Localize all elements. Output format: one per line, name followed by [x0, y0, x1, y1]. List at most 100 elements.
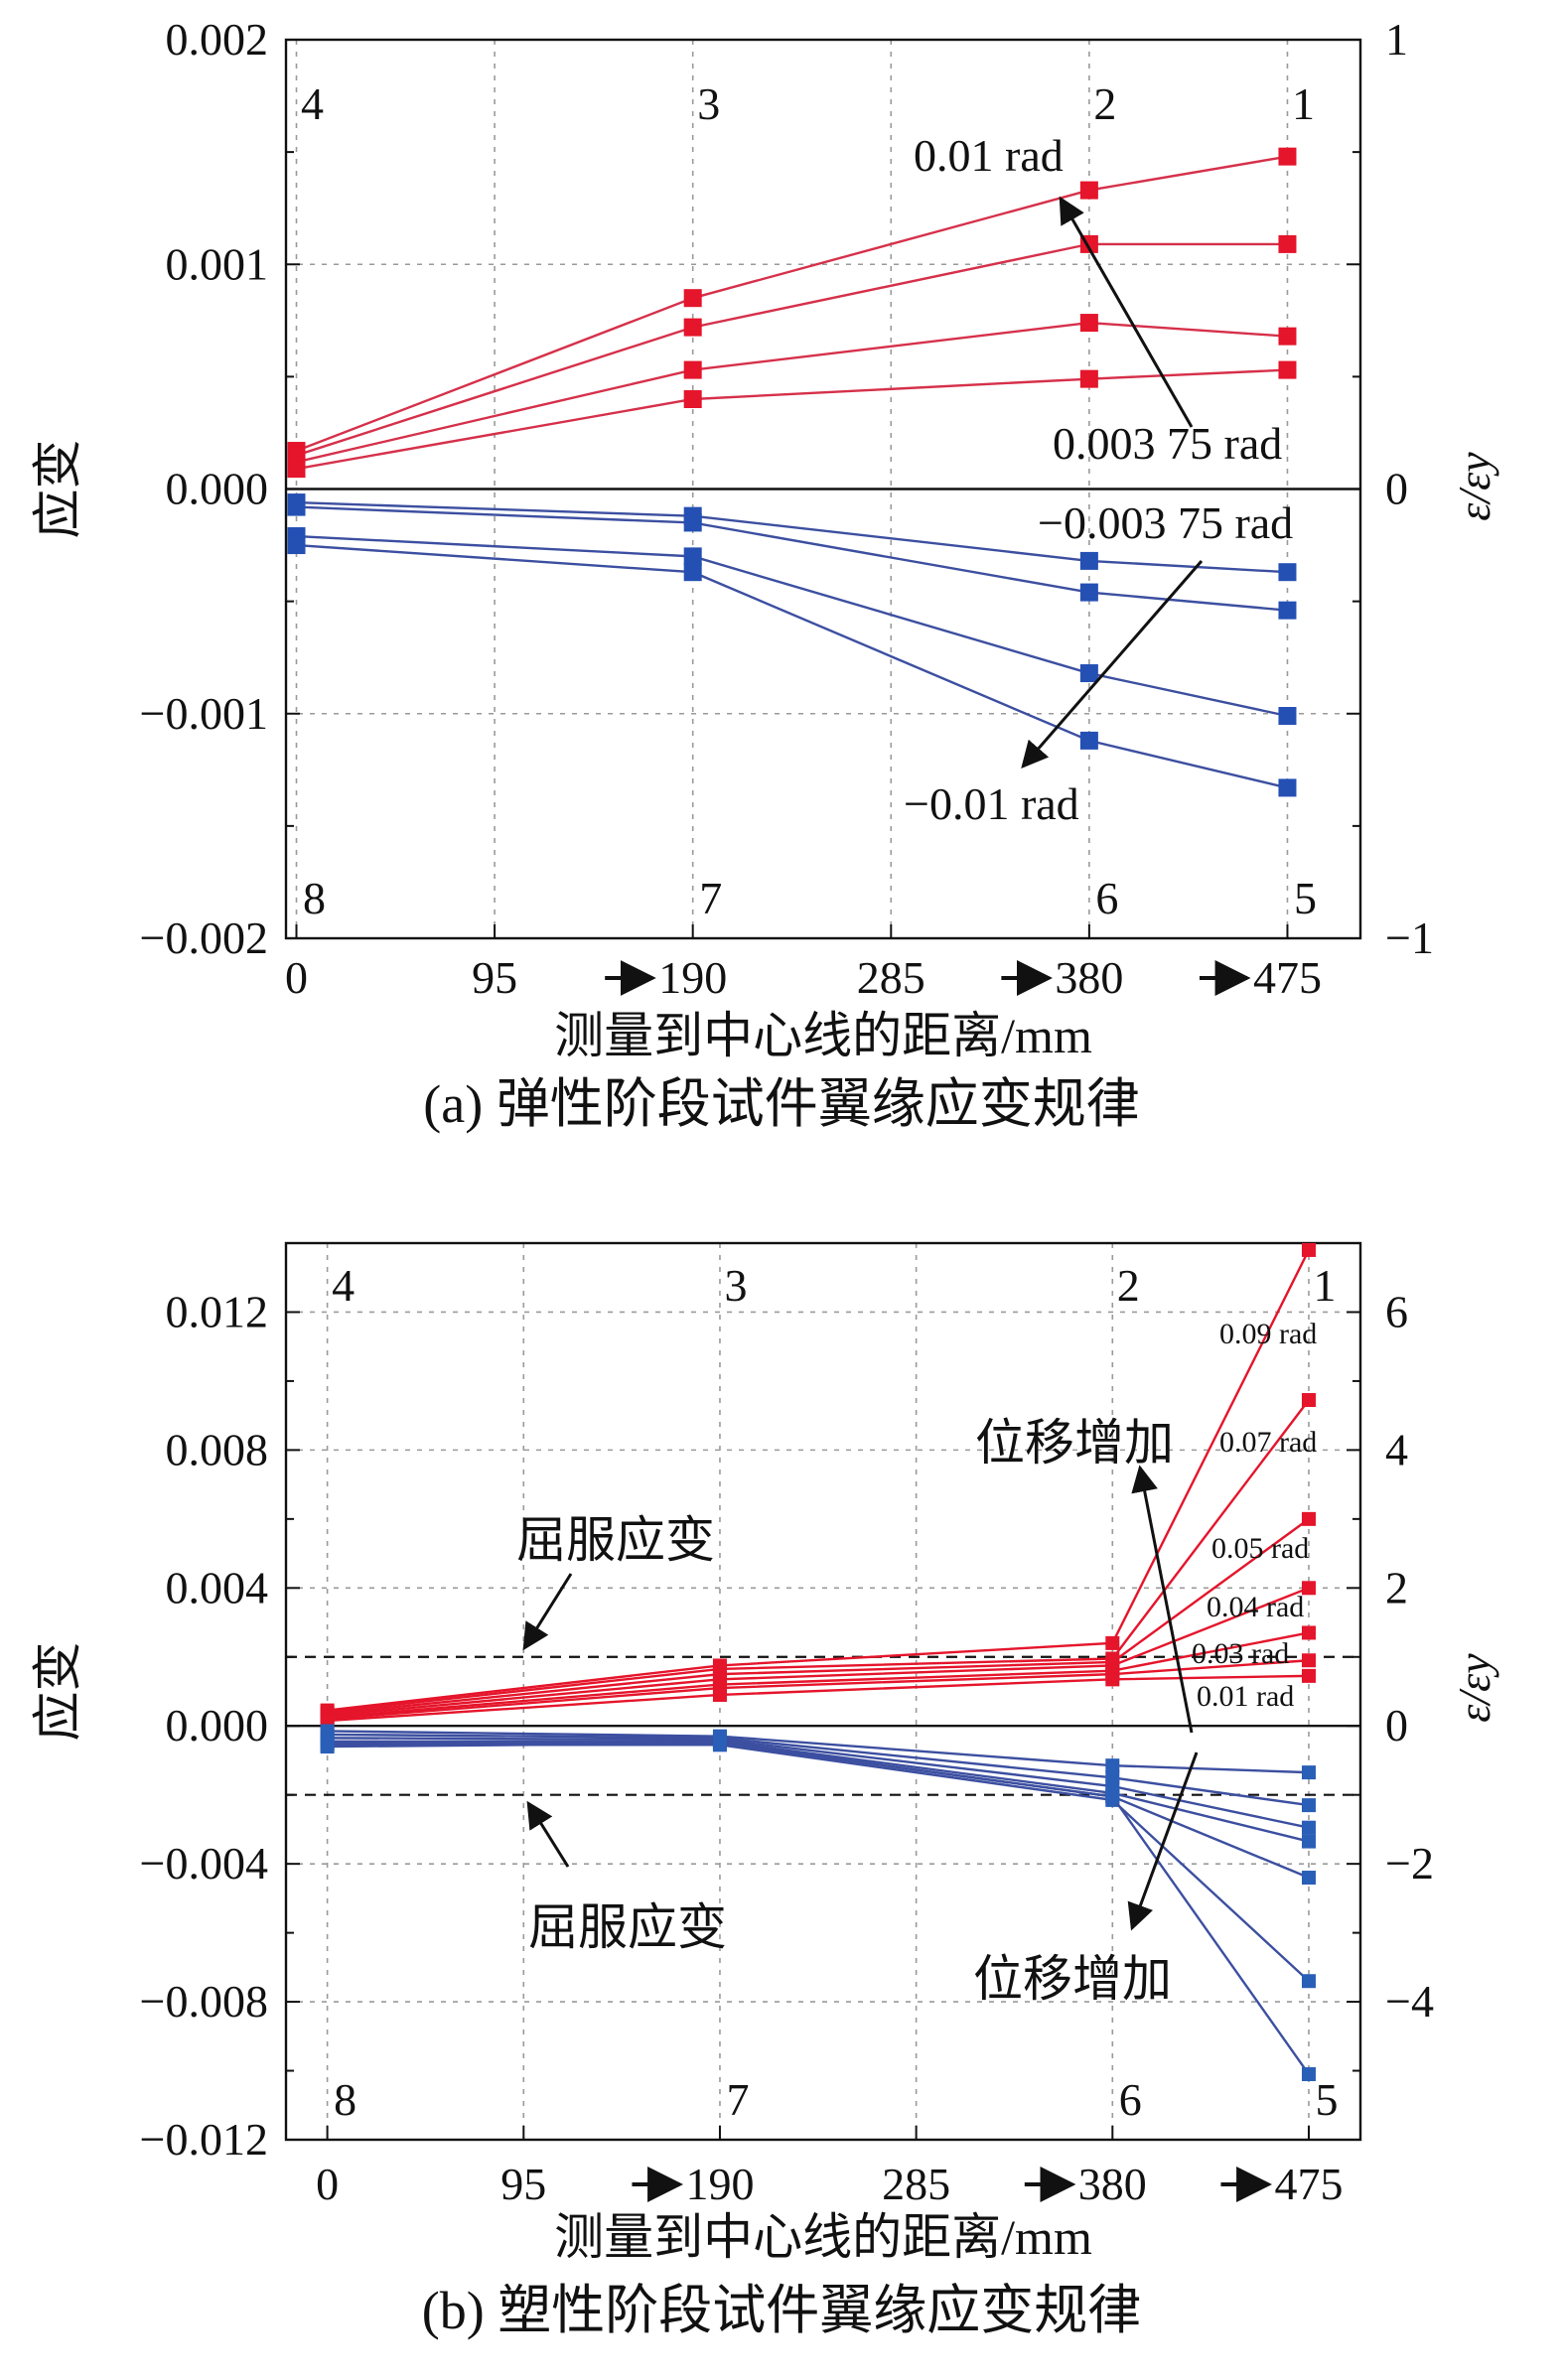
series-marker — [287, 536, 306, 555]
series-line — [296, 500, 1288, 574]
series-marker — [1301, 1834, 1316, 1849]
gauge-label-bottom: 6 — [1095, 873, 1118, 923]
y-tick-label: −0.012 — [140, 2114, 268, 2165]
annotation-label: 屈服应变 — [516, 1512, 715, 1568]
y-tick-label: −0.001 — [140, 688, 268, 739]
annotation-arrow — [1059, 196, 1194, 428]
y2-axis-title: ε/εy — [1449, 1653, 1499, 1723]
series-line — [296, 505, 1288, 612]
series-line — [327, 1740, 1310, 1843]
series-marker — [1301, 1798, 1316, 1813]
y2-tick-label: 4 — [1385, 1424, 1408, 1474]
series-marker — [712, 1687, 727, 1702]
series-marker — [287, 497, 306, 516]
x-tick-label: 475 — [1253, 952, 1322, 1003]
annotation-label: 屈服应变 — [528, 1899, 727, 1955]
y2-tick-label: 0 — [1385, 1700, 1408, 1750]
gauge-label-top: 3 — [724, 1260, 747, 1311]
x-axis-title: 测量到中心线的距离/mm — [554, 2209, 1092, 2265]
gauge-label-bottom: 8 — [334, 2074, 356, 2125]
series-line — [327, 1674, 1310, 1723]
series-marker — [1301, 1820, 1316, 1835]
series-rad-label: 0.07 rad — [1219, 1426, 1317, 1459]
y2-tick-label: −1 — [1385, 912, 1434, 963]
series-line — [327, 1587, 1310, 1718]
annotation-label: −0.003 75 rad — [1038, 497, 1293, 548]
gauge-label-bottom: 7 — [699, 873, 722, 923]
gauge-label-top: 1 — [1292, 78, 1315, 129]
series-marker — [1301, 1242, 1316, 1257]
y-tick-label: 0.002 — [166, 14, 269, 65]
figure-caption: (a) 弹性阶段试件翼缘应变规律 — [423, 1074, 1139, 1134]
series-line — [296, 368, 1288, 471]
series-rad-label: 0.09 rad — [1219, 1318, 1317, 1350]
plot-frame — [284, 1241, 1362, 2142]
x-tick-label: 0 — [285, 952, 308, 1003]
series-line — [327, 1744, 1310, 1983]
series-marker — [1079, 731, 1098, 750]
series-line — [327, 1517, 1310, 1716]
series-line — [327, 1737, 1310, 1829]
annotation-label: 0.003 75 rad — [1053, 418, 1282, 469]
series-marker — [1105, 1672, 1120, 1687]
series-line — [327, 1742, 1310, 2075]
y-axis-title: 应变 — [30, 1642, 85, 1742]
figure-caption: (b) 塑性阶段试件翼缘应变规律 — [422, 2281, 1141, 2340]
x-tick-label: 380 — [1055, 952, 1123, 1003]
series-line — [327, 1733, 1310, 1807]
series-marker — [1301, 2067, 1316, 2082]
y2-axis-title: ε/εy — [1449, 452, 1499, 521]
y-tick-label: 0.008 — [166, 1424, 269, 1474]
y2-tick-label: −2 — [1385, 1838, 1434, 1889]
series-marker — [683, 563, 702, 582]
series-marker — [683, 289, 702, 308]
gauge-label-top: 2 — [1093, 78, 1116, 129]
gauge-label-bottom: 8 — [303, 873, 326, 923]
series-rad-label: 0.03 rad — [1192, 1637, 1289, 1670]
series-marker — [1278, 234, 1297, 253]
series-line — [296, 543, 1288, 789]
annotation-label: 0.01 rad — [914, 130, 1064, 181]
series-marker — [1301, 1765, 1316, 1780]
series-line — [327, 1631, 1310, 1719]
y-tick-label: 0.000 — [166, 464, 269, 514]
series-marker — [683, 360, 702, 379]
series-marker — [712, 1736, 727, 1750]
gauge-label-bottom: 5 — [1294, 873, 1317, 923]
gauge-label-top: 1 — [1313, 1260, 1336, 1311]
series-marker — [1079, 314, 1098, 333]
y2-tick-label: 2 — [1385, 1562, 1408, 1612]
series-marker — [1301, 1511, 1316, 1526]
series-marker — [1079, 181, 1098, 200]
x-tick-label: 190 — [658, 952, 727, 1003]
x-tick-label: 190 — [685, 2159, 754, 2209]
series-marker — [1278, 601, 1297, 620]
y-tick-label: 0.001 — [166, 238, 269, 289]
x-tick-label: 95 — [472, 952, 517, 1003]
y-tick-label: −0.002 — [140, 912, 268, 963]
series-line — [327, 1399, 1310, 1714]
series-rad-label: 0.01 rad — [1197, 1680, 1294, 1713]
series-line — [327, 1249, 1311, 1712]
series-line — [327, 1659, 1310, 1721]
annotation-label: 位移增加 — [973, 1951, 1172, 2007]
gauge-label-bottom: 6 — [1119, 2074, 1142, 2125]
gauge-label-top: 4 — [332, 1260, 355, 1311]
series-line — [296, 155, 1288, 453]
series-marker — [320, 1740, 335, 1754]
series-marker — [683, 318, 702, 337]
annotation-label: −0.01 rad — [904, 778, 1079, 829]
y2-tick-label: 6 — [1385, 1286, 1408, 1336]
annotation-arrow — [522, 1573, 573, 1651]
gauge-label-top: 3 — [697, 78, 720, 129]
y2-tick-label: 0 — [1385, 464, 1408, 514]
series-line — [296, 321, 1288, 464]
series-line — [296, 242, 1288, 457]
annotation-arrow — [1131, 1465, 1194, 1734]
x-tick-label: 285 — [857, 952, 925, 1003]
gauge-label-top: 2 — [1117, 1260, 1140, 1311]
series-line — [327, 1742, 1310, 1880]
annotation-label: 位移增加 — [975, 1415, 1174, 1470]
gauge-label-bottom: 5 — [1315, 2074, 1338, 2125]
